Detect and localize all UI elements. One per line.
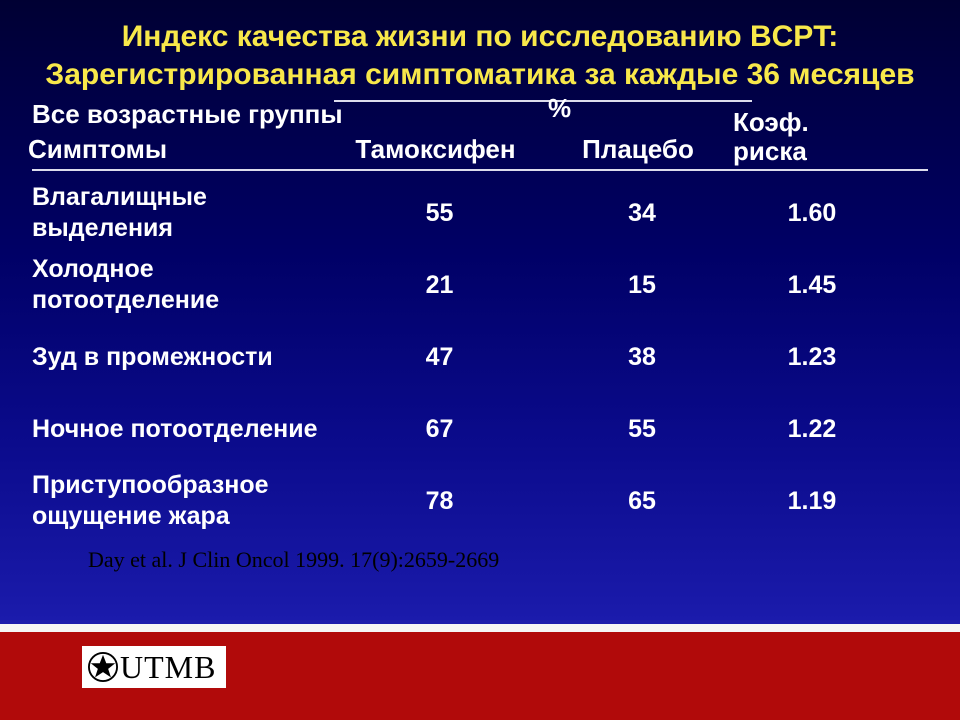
table-row: Ночное потоотделение67551.22	[28, 393, 932, 465]
table-row: Холодное потоотделение21151.45	[28, 249, 932, 321]
table-header-block: % Все возрастные группы Симптомы Тамокси…	[28, 99, 932, 171]
cell-tamoxifen: 67	[332, 415, 547, 444]
cell-risk: 1.19	[737, 487, 887, 516]
cell-placebo: 55	[547, 415, 737, 444]
cell-risk: 1.22	[737, 415, 887, 444]
header-placebo: Плацебо	[543, 134, 733, 165]
star-icon	[88, 652, 118, 682]
footer: UTMB	[0, 624, 960, 720]
cell-risk: 1.45	[737, 271, 887, 300]
cell-symptom: Холодное потоотделение	[32, 254, 332, 317]
cell-placebo: 65	[547, 487, 737, 516]
cell-placebo: 38	[547, 343, 737, 372]
cell-symptom: Зуд в промежности	[32, 342, 332, 373]
utmb-logo: UTMB	[82, 646, 226, 688]
header-full-divider	[32, 169, 928, 171]
footer-red-band: UTMB	[0, 632, 960, 720]
cell-placebo: 15	[547, 271, 737, 300]
slide: Индекс качества жизни по исследованию BC…	[0, 0, 960, 720]
cell-tamoxifen: 78	[332, 487, 547, 516]
table-row: Влагалищные выделения55341.60	[28, 177, 932, 249]
cell-tamoxifen: 21	[332, 271, 547, 300]
cell-symptom: Ночное потоотделение	[32, 414, 332, 445]
table-body: Влагалищные выделения55341.60Холодное по…	[28, 177, 932, 537]
header-symptoms: Симптомы	[28, 134, 328, 165]
header-tamoxifen: Тамоксифен	[328, 134, 543, 165]
table-row: Приступообразное ощущение жара78651.19	[28, 465, 932, 537]
footer-white-band	[0, 624, 960, 632]
citation: Day et al. J Clin Oncol 1999. 17(9):2659…	[88, 547, 932, 573]
slide-title: Индекс качества жизни по исследованию BC…	[28, 18, 932, 93]
cell-symptom: Влагалищные выделения	[32, 182, 332, 245]
utmb-logo-text: UTMB	[120, 649, 216, 686]
cell-tamoxifen: 47	[332, 343, 547, 372]
cell-placebo: 34	[547, 199, 737, 228]
cell-risk: 1.60	[737, 199, 887, 228]
table-row: Зуд в промежности47381.23	[28, 321, 932, 393]
header-risk: Коэф. риска	[733, 108, 883, 165]
header-short-divider	[334, 100, 752, 102]
cell-symptom: Приступообразное ощущение жара	[32, 470, 332, 533]
cell-risk: 1.23	[737, 343, 887, 372]
cell-tamoxifen: 55	[332, 199, 547, 228]
percent-label: %	[548, 93, 571, 124]
